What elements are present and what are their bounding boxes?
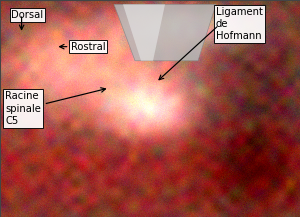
Polygon shape — [114, 4, 216, 61]
Text: Dorsal: Dorsal — [11, 10, 43, 20]
Text: Rostral: Rostral — [70, 42, 105, 52]
Polygon shape — [123, 4, 165, 61]
Text: Racine
spinale
C5: Racine spinale C5 — [5, 91, 41, 126]
Text: Ligament
de
Hofmann: Ligament de Hofmann — [216, 7, 263, 41]
